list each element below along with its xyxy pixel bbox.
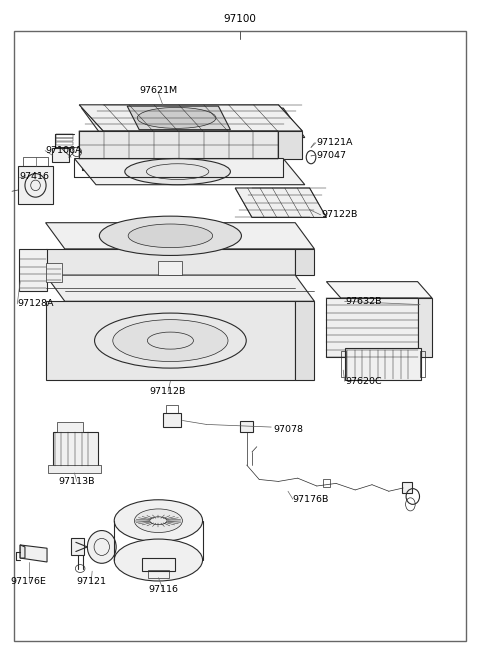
Ellipse shape: [114, 539, 203, 581]
Bar: [56, 142, 73, 145]
Ellipse shape: [114, 500, 203, 542]
Polygon shape: [46, 249, 295, 275]
Polygon shape: [20, 545, 25, 558]
Polygon shape: [74, 159, 305, 185]
Bar: [158, 261, 182, 275]
Bar: [23, 157, 48, 166]
Polygon shape: [278, 131, 302, 159]
Bar: [18, 166, 53, 204]
Polygon shape: [82, 138, 283, 170]
Polygon shape: [295, 249, 314, 275]
Polygon shape: [418, 298, 432, 357]
Bar: [402, 482, 412, 493]
Bar: [53, 432, 98, 466]
Polygon shape: [82, 108, 305, 138]
Ellipse shape: [128, 224, 213, 248]
Bar: [142, 558, 175, 571]
Text: 97078: 97078: [274, 424, 303, 434]
Text: 97621M: 97621M: [139, 86, 178, 95]
Text: 97106A: 97106A: [46, 146, 82, 155]
Text: 97176E: 97176E: [11, 577, 47, 586]
Text: 97122B: 97122B: [322, 210, 358, 219]
Text: 97113B: 97113B: [59, 477, 95, 486]
Text: 97121: 97121: [76, 577, 106, 586]
Bar: [345, 348, 421, 380]
Bar: [57, 422, 83, 432]
Bar: [56, 134, 73, 138]
Bar: [420, 351, 425, 377]
Ellipse shape: [87, 531, 116, 563]
Bar: [341, 351, 346, 377]
Ellipse shape: [137, 107, 216, 128]
Text: 97176B: 97176B: [293, 495, 329, 504]
Text: 97121A: 97121A: [317, 138, 353, 147]
Polygon shape: [235, 188, 326, 217]
Text: 97100: 97100: [224, 14, 256, 24]
Text: 97047: 97047: [317, 151, 347, 160]
Bar: [240, 421, 253, 432]
Text: 97128A: 97128A: [17, 299, 54, 309]
Polygon shape: [127, 106, 230, 130]
Text: 97632B: 97632B: [346, 297, 382, 306]
Bar: [48, 465, 101, 473]
Polygon shape: [20, 545, 47, 562]
Text: 97112B: 97112B: [150, 387, 186, 396]
Text: 97116: 97116: [148, 585, 178, 594]
Polygon shape: [326, 298, 418, 357]
Bar: [163, 413, 181, 427]
Text: 97620C: 97620C: [346, 377, 382, 386]
Bar: [166, 405, 178, 413]
Polygon shape: [79, 105, 302, 131]
Bar: [46, 263, 62, 282]
Bar: [148, 570, 169, 578]
Polygon shape: [79, 131, 278, 159]
Polygon shape: [46, 223, 314, 249]
Polygon shape: [295, 301, 314, 380]
Polygon shape: [326, 282, 432, 298]
Ellipse shape: [134, 509, 182, 533]
Text: 97416: 97416: [19, 172, 49, 181]
Bar: [52, 148, 69, 162]
Bar: [56, 138, 73, 141]
Polygon shape: [19, 249, 47, 291]
Polygon shape: [46, 275, 314, 301]
Ellipse shape: [99, 216, 241, 255]
Ellipse shape: [113, 320, 228, 362]
Bar: [323, 479, 330, 487]
Bar: [71, 538, 84, 555]
Polygon shape: [46, 301, 295, 380]
Ellipse shape: [125, 159, 230, 185]
Ellipse shape: [95, 313, 246, 368]
